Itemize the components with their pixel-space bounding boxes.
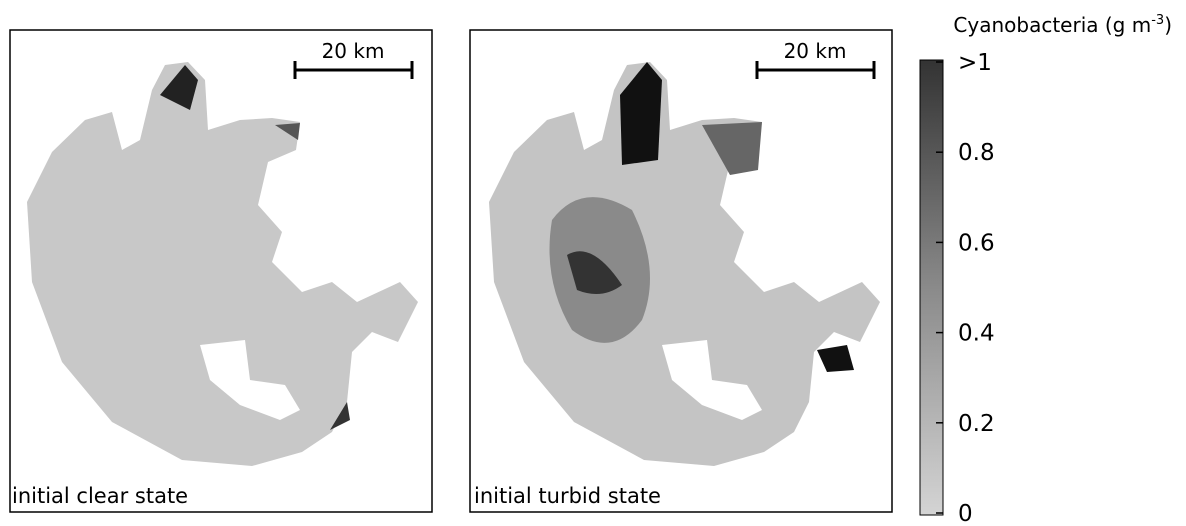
- tick-label: 0.8: [958, 140, 995, 166]
- colorbar-title: Cyanobacteria (g m-3): [953, 13, 1172, 37]
- panel-label: initial clear state: [12, 484, 188, 508]
- scale-label: 20 km: [784, 39, 847, 63]
- colorbar: Cyanobacteria (g m-3) >1 0.8 0.6 0.4 0.2 0: [920, 13, 1172, 526]
- map-panel: 20 km initial turbid state: [470, 30, 892, 512]
- tick-label: 0.4: [958, 321, 995, 347]
- scale-label: 20 km: [322, 39, 385, 63]
- tick-label: 0.6: [958, 230, 995, 256]
- tick-label: 0: [958, 501, 973, 526]
- tick-label: 0.2: [958, 411, 995, 437]
- panel-label: initial turbid state: [474, 484, 661, 508]
- colorbar-scale: [920, 60, 943, 515]
- map-panel: 20 km initial clear state: [10, 30, 432, 512]
- tick-label: >1: [958, 50, 992, 76]
- figure: 20 km initial clear state 20 km initial …: [0, 0, 1186, 526]
